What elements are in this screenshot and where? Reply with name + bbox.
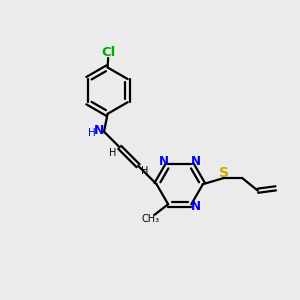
Text: CH₃: CH₃: [141, 214, 159, 224]
Text: Cl: Cl: [101, 46, 115, 59]
Text: H: H: [109, 148, 116, 158]
Text: H: H: [141, 166, 148, 176]
Text: N: N: [190, 200, 200, 213]
Text: N: N: [159, 155, 169, 168]
Text: N: N: [94, 124, 105, 137]
Text: S: S: [219, 166, 229, 180]
Text: H: H: [88, 128, 95, 138]
Text: N: N: [190, 155, 200, 168]
